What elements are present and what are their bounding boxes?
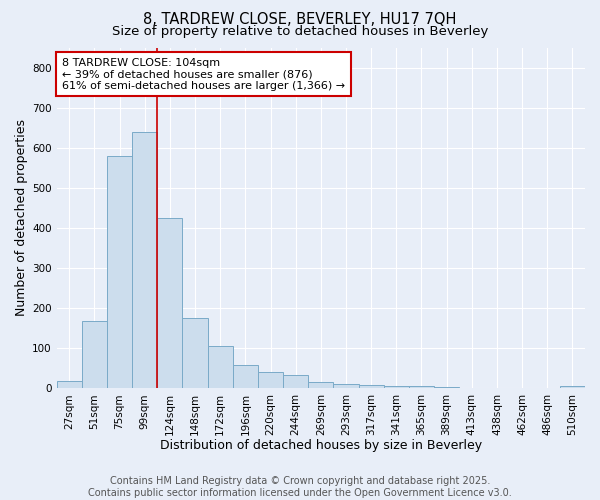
Bar [132, 132, 157, 388]
Bar [157, 218, 182, 388]
Bar [258, 372, 283, 388]
Bar [283, 375, 308, 388]
Text: 8, TARDREW CLOSE, BEVERLEY, HU17 7QH: 8, TARDREW CLOSE, BEVERLEY, HU17 7QH [143, 12, 457, 28]
Bar [182, 318, 208, 388]
Bar [409, 386, 434, 388]
Text: 8 TARDREW CLOSE: 104sqm
← 39% of detached houses are smaller (876)
61% of semi-d: 8 TARDREW CLOSE: 104sqm ← 39% of detache… [62, 58, 345, 91]
Bar [233, 366, 258, 388]
Bar [56, 381, 82, 388]
Bar [334, 384, 359, 388]
Bar [560, 386, 585, 388]
Bar [107, 156, 132, 388]
Bar [359, 384, 384, 388]
Bar [308, 382, 334, 388]
Bar [434, 387, 459, 388]
Text: Contains HM Land Registry data © Crown copyright and database right 2025.
Contai: Contains HM Land Registry data © Crown c… [88, 476, 512, 498]
X-axis label: Distribution of detached houses by size in Beverley: Distribution of detached houses by size … [160, 440, 482, 452]
Bar [208, 346, 233, 389]
Bar [384, 386, 409, 388]
Y-axis label: Number of detached properties: Number of detached properties [15, 120, 28, 316]
Text: Size of property relative to detached houses in Beverley: Size of property relative to detached ho… [112, 25, 488, 38]
Bar [82, 321, 107, 388]
